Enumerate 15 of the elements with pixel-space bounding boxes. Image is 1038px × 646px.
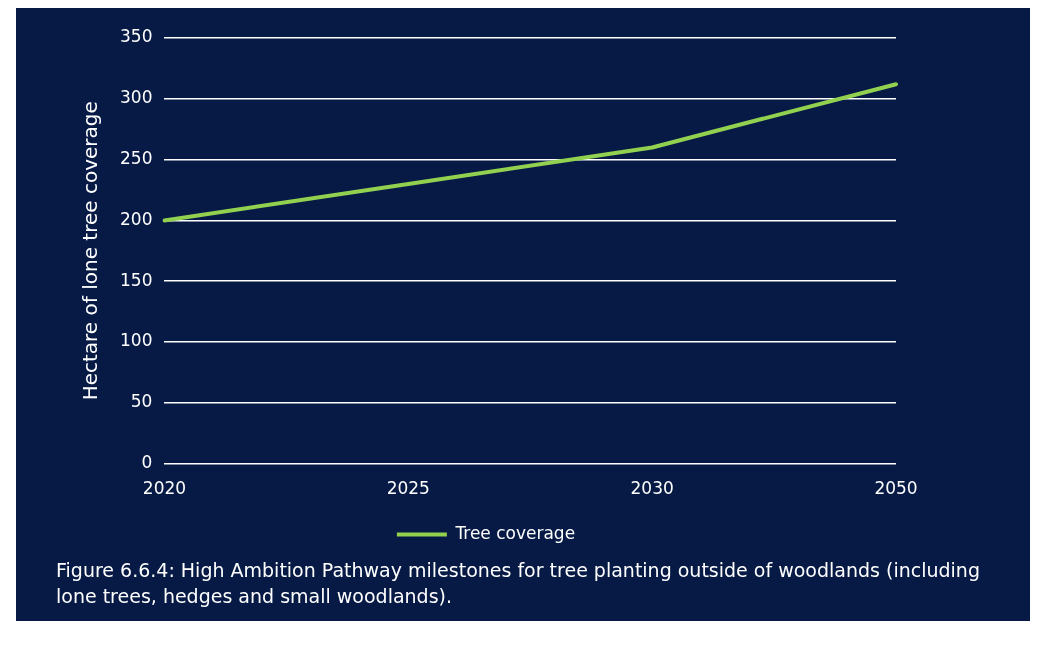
y-tick-label: 200	[119, 208, 153, 229]
y-tick-label: 100	[119, 330, 153, 351]
x-tick-label: 2025	[386, 478, 430, 499]
y-tick-label: 50	[130, 391, 153, 412]
y-tick-label: 350	[119, 26, 153, 47]
x-tick-label: 2050	[874, 478, 918, 499]
y-tick-label: 150	[119, 269, 153, 290]
x-tick-label: 2030	[630, 478, 674, 499]
legend-label: Tree coverage	[454, 522, 576, 543]
caption: Figure 6.6.4: High Ambition Pathway milestones for tree planting outside of woodlands (including lone trees, hedges and small woodlands).	[55, 558, 981, 609]
y-tick-label: 250	[119, 148, 153, 169]
x-tick-label: 2020	[142, 478, 187, 499]
y-axis-title: Hectare of lone tree coverage	[78, 101, 103, 401]
y-tick-label: 300	[119, 87, 153, 108]
y-tick-label: 0	[141, 452, 153, 473]
